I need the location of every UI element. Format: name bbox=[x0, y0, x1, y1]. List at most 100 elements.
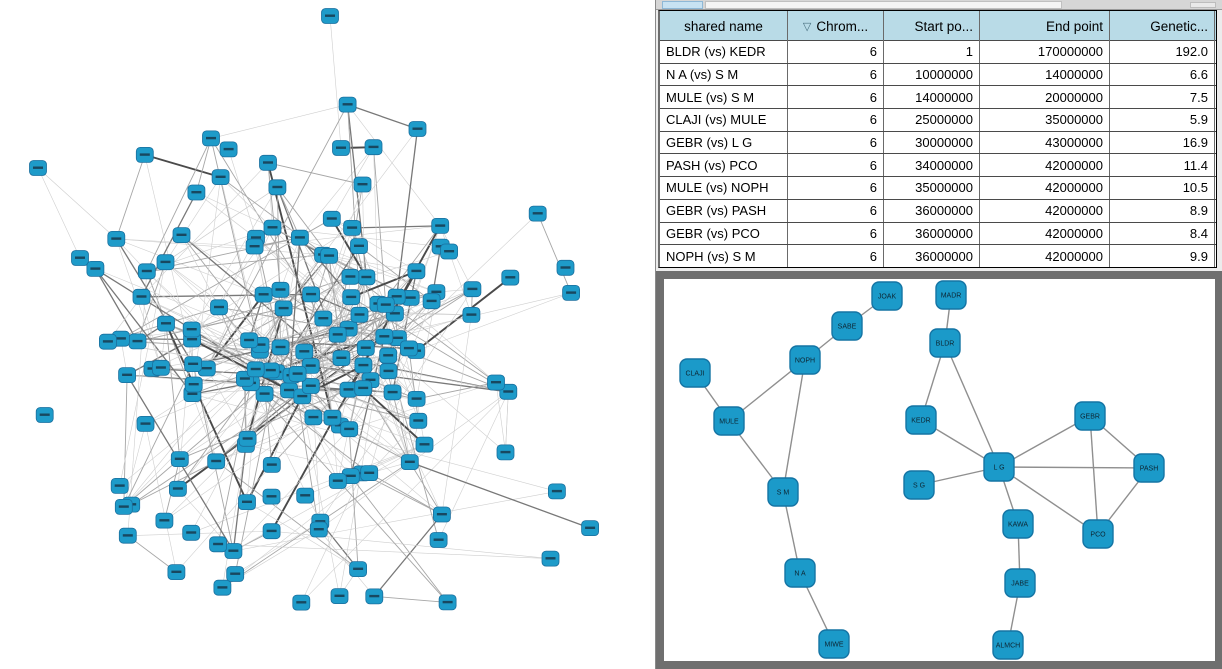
network-node[interactable] bbox=[407, 263, 426, 280]
detail-node-PASH[interactable]: PASH bbox=[1133, 453, 1165, 483]
network-node[interactable] bbox=[343, 219, 362, 236]
network-node[interactable] bbox=[213, 579, 232, 596]
table-cell-shared-name[interactable]: CLAJI (vs) MULE bbox=[660, 109, 788, 131]
table-cell-start-point[interactable]: 25000000 bbox=[884, 109, 980, 131]
network-node[interactable] bbox=[246, 361, 265, 378]
table-cell-end-point[interactable]: 42000000 bbox=[980, 177, 1110, 199]
header-cell-genetic[interactable]: Genetic... bbox=[1110, 11, 1215, 41]
detail-node-MADR[interactable]: MADR bbox=[935, 280, 967, 310]
network-node[interactable] bbox=[357, 269, 376, 286]
detail-node-SABE[interactable]: SABE bbox=[831, 311, 863, 341]
network-node[interactable] bbox=[340, 421, 359, 438]
network-node[interactable] bbox=[496, 444, 515, 461]
network-node[interactable] bbox=[184, 356, 203, 373]
table-cell-end-point[interactable]: 170000000 bbox=[980, 41, 1110, 63]
network-node[interactable] bbox=[86, 260, 105, 277]
detail-node-MULE[interactable]: MULE bbox=[713, 406, 745, 436]
network-node[interactable] bbox=[379, 363, 398, 380]
network-node[interactable] bbox=[296, 487, 315, 504]
network-node[interactable] bbox=[137, 263, 156, 280]
network-node[interactable] bbox=[226, 566, 245, 582]
table-cell-genetic[interactable]: 192.0 bbox=[1110, 41, 1215, 63]
table-row[interactable]: GEBR (vs) L G 6 30000000 43000000 16.9 bbox=[660, 131, 1216, 155]
network-node[interactable] bbox=[167, 564, 186, 580]
network-node[interactable] bbox=[71, 250, 89, 266]
table-cell-chromosome[interactable]: 6 bbox=[788, 222, 884, 245]
header-cell-chromosome[interactable]: ▽ Chrom... bbox=[788, 11, 884, 41]
network-node[interactable] bbox=[322, 210, 341, 227]
network-node[interactable] bbox=[321, 8, 339, 24]
network-node[interactable] bbox=[245, 238, 264, 255]
table-cell-start-point[interactable]: 36000000 bbox=[884, 245, 980, 267]
table-cell-end-point[interactable]: 35000000 bbox=[980, 109, 1110, 131]
table-row[interactable]: MULE (vs) NOPH 6 35000000 42000000 10.5 bbox=[660, 177, 1216, 200]
network-node[interactable] bbox=[342, 289, 361, 306]
table-cell-genetic[interactable]: 8.4 bbox=[1110, 222, 1215, 245]
network-node[interactable] bbox=[135, 146, 154, 163]
network-node[interactable] bbox=[155, 512, 174, 529]
table-cell-genetic[interactable]: 8.9 bbox=[1110, 199, 1215, 222]
table-cell-shared-name[interactable]: MULE (vs) S M bbox=[660, 86, 788, 109]
network-node[interactable] bbox=[376, 296, 395, 313]
network-node[interactable] bbox=[432, 506, 451, 523]
table-cell-chromosome[interactable]: 6 bbox=[788, 131, 884, 154]
network-node[interactable] bbox=[211, 169, 230, 186]
network-node[interactable] bbox=[356, 340, 375, 356]
network-node[interactable] bbox=[156, 254, 175, 271]
network-node[interactable] bbox=[209, 536, 228, 553]
header-cell-end-point[interactable]: End point bbox=[980, 11, 1110, 41]
detail-node-JABE[interactable]: JABE bbox=[1004, 568, 1036, 598]
network-node[interactable] bbox=[118, 367, 136, 384]
network-node[interactable] bbox=[274, 300, 293, 317]
table-cell-genetic[interactable]: 9.9 bbox=[1110, 245, 1215, 267]
table-cell-genetic[interactable]: 16.9 bbox=[1110, 131, 1215, 154]
network-node[interactable] bbox=[350, 306, 369, 323]
table-row[interactable]: GEBR (vs) PCO 6 36000000 42000000 8.4 bbox=[660, 222, 1216, 246]
network-node[interactable] bbox=[332, 350, 351, 367]
table-row[interactable]: GEBR (vs) PASH 6 36000000 42000000 8.9 bbox=[660, 199, 1216, 223]
network-node[interactable] bbox=[295, 343, 314, 360]
network-node[interactable] bbox=[262, 488, 281, 505]
table-row[interactable]: NOPH (vs) S M 6 36000000 42000000 9.9 bbox=[660, 245, 1216, 267]
network-node[interactable] bbox=[262, 456, 281, 473]
network-node[interactable] bbox=[330, 588, 349, 604]
network-node[interactable] bbox=[184, 376, 203, 393]
table-cell-genetic[interactable]: 10.5 bbox=[1110, 177, 1215, 199]
network-node[interactable] bbox=[415, 436, 434, 453]
network-node[interactable] bbox=[224, 543, 243, 559]
network-node[interactable] bbox=[238, 494, 256, 511]
detail-node-MIWE[interactable]: MIWE bbox=[818, 629, 850, 659]
detail-node-JOAK[interactable]: JOAK bbox=[871, 281, 903, 311]
table-cell-end-point[interactable]: 14000000 bbox=[980, 63, 1110, 86]
table-cell-chromosome[interactable]: 6 bbox=[788, 154, 884, 177]
table-cell-shared-name[interactable]: PASH (vs) PCO bbox=[660, 154, 788, 177]
table-row[interactable]: CLAJI (vs) MULE 6 25000000 35000000 5.9 bbox=[660, 109, 1216, 132]
scrollbar-track[interactable] bbox=[705, 1, 1062, 9]
table-row[interactable]: MULE (vs) S M 6 14000000 20000000 7.5 bbox=[660, 86, 1216, 110]
network-node[interactable] bbox=[157, 315, 175, 332]
network-node[interactable] bbox=[202, 130, 220, 147]
network-node[interactable] bbox=[581, 520, 599, 536]
network-node[interactable] bbox=[210, 299, 228, 316]
network-node[interactable] bbox=[354, 357, 373, 374]
network-node[interactable] bbox=[262, 523, 281, 540]
table-cell-chromosome[interactable]: 6 bbox=[788, 109, 884, 131]
table-cell-start-point[interactable]: 34000000 bbox=[884, 154, 980, 177]
network-node[interactable] bbox=[399, 340, 418, 357]
network-node[interactable] bbox=[429, 532, 448, 548]
network-node[interactable] bbox=[254, 286, 273, 303]
network-node[interactable] bbox=[207, 453, 226, 470]
network-node[interactable] bbox=[182, 524, 201, 541]
network-node[interactable] bbox=[462, 306, 481, 323]
network-node[interactable] bbox=[99, 333, 117, 350]
network-node[interactable] bbox=[375, 328, 394, 345]
table-cell-shared-name[interactable]: MULE (vs) NOPH bbox=[660, 177, 788, 199]
table-cell-end-point[interactable]: 20000000 bbox=[980, 86, 1110, 109]
table-cell-end-point[interactable]: 42000000 bbox=[980, 154, 1110, 177]
network-node[interactable] bbox=[118, 527, 137, 544]
network-node[interactable] bbox=[541, 550, 560, 567]
network-node[interactable] bbox=[338, 96, 357, 113]
detail-node-SM[interactable]: S M bbox=[767, 477, 799, 507]
network-node[interactable] bbox=[259, 154, 277, 171]
network-node[interactable] bbox=[304, 409, 323, 426]
